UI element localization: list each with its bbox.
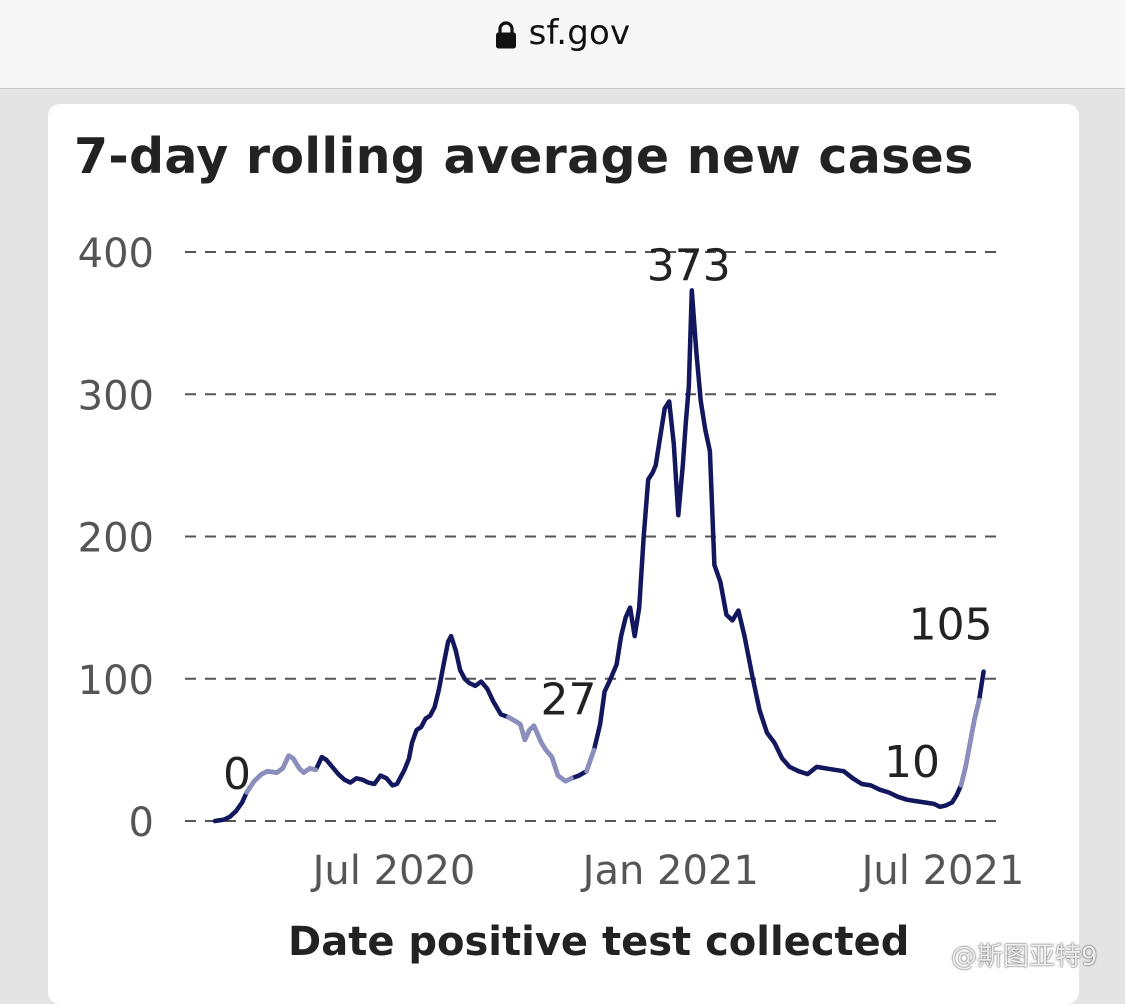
y-tick-label: 0 xyxy=(129,800,154,846)
watermark: @斯图亚特9 xyxy=(905,934,1098,974)
series-highlight xyxy=(244,753,319,795)
y-tick-label: 200 xyxy=(78,516,154,562)
data-label: 373 xyxy=(647,240,731,291)
chart-title: 7-day rolling average new cases xyxy=(74,128,974,185)
x-tick-label: Jan 2021 xyxy=(580,848,759,894)
line-chart: 0 100 200 300 400 Jul 2020 Jan 2021 Jul 2021 0 27… xyxy=(78,231,1025,894)
x-tick-label: Jul 2020 xyxy=(310,848,476,894)
x-axis-label: Date positive test collected xyxy=(288,919,910,965)
data-label: 10 xyxy=(884,737,940,788)
y-tick-label: 400 xyxy=(78,231,154,277)
y-tick-label: 100 xyxy=(78,658,154,704)
watermark-text: @斯图亚特9 xyxy=(951,941,1098,972)
lock-icon xyxy=(495,21,516,49)
series-highlight xyxy=(584,747,597,774)
data-label: 105 xyxy=(909,600,993,651)
series-highlight xyxy=(958,697,982,788)
url-text[interactable]: sf.gov xyxy=(528,13,631,53)
chart-card xyxy=(48,104,1079,1004)
browser-address-bar[interactable]: sf.gov xyxy=(0,0,1125,89)
weibo-icon xyxy=(905,937,945,970)
data-label: 0 xyxy=(223,749,251,800)
series-highlight xyxy=(506,714,574,784)
y-tick-label: 300 xyxy=(78,373,154,419)
series-line xyxy=(212,288,986,824)
x-tick-label: Jul 2021 xyxy=(859,848,1025,894)
data-label: 27 xyxy=(540,675,596,726)
